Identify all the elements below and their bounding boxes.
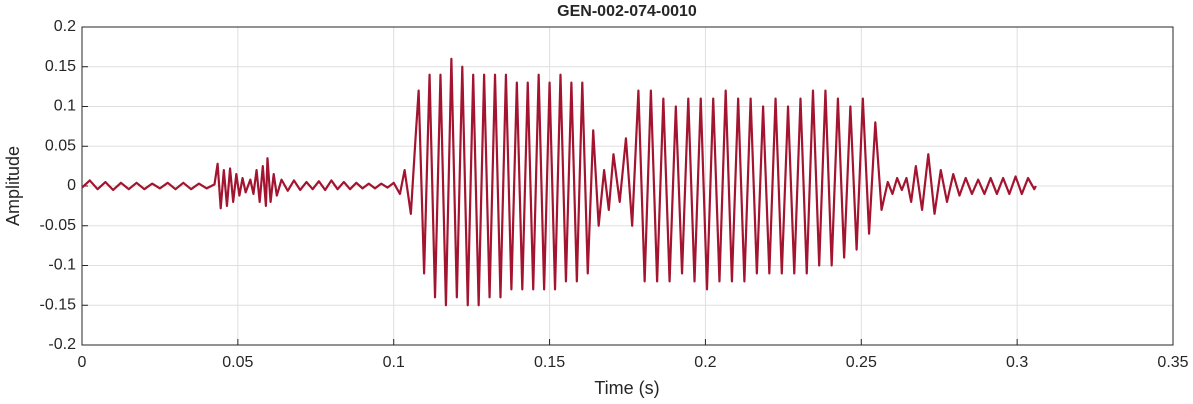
x-axis-label: Time (s) [594, 378, 659, 398]
y-tick-label: 0.05 [45, 137, 76, 154]
y-tick-label: -0.1 [48, 257, 76, 274]
x-tick-label: 0.35 [1157, 354, 1188, 371]
chart-title: GEN-002-074-0010 [557, 3, 697, 20]
y-tick-label: -0.05 [40, 217, 77, 234]
x-tick-label: 0.1 [383, 354, 405, 371]
x-tick-label: 0.25 [846, 354, 877, 371]
x-tick-label: 0.15 [534, 354, 565, 371]
y-tick-label: 0.2 [54, 18, 76, 35]
x-tick-label: 0.2 [694, 354, 716, 371]
y-tick-label: 0.15 [45, 58, 76, 75]
axes-box [81, 26, 1174, 346]
x-tick-label: 0.3 [1006, 354, 1028, 371]
x-tick-label: 0.05 [222, 354, 253, 371]
y-axis-label: Amplitude [3, 146, 23, 226]
y-tick-label: -0.15 [40, 296, 77, 313]
x-tick-label: 0 [78, 354, 87, 371]
y-tick-label: -0.2 [48, 336, 76, 353]
waveform-line [81, 57, 1037, 307]
y-tick-label: 0 [67, 177, 76, 194]
y-tick-label: 0.1 [54, 98, 76, 115]
